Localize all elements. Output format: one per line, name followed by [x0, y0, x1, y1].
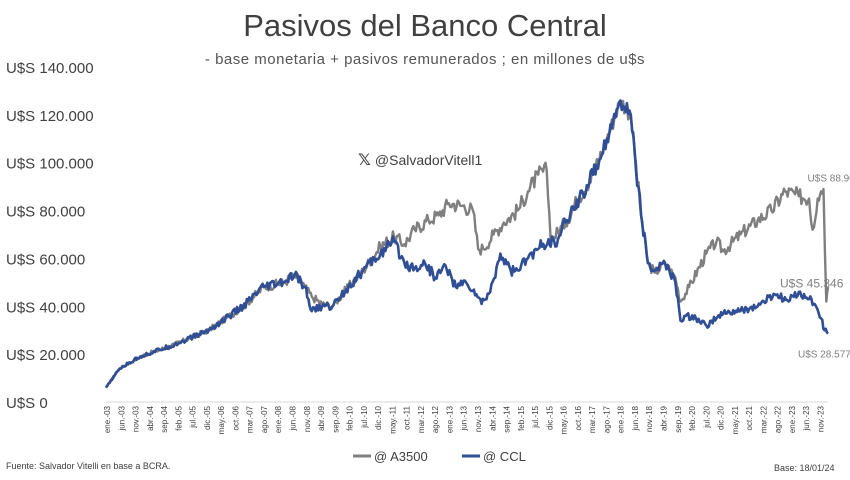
x-tick-label: ene.-13 — [445, 405, 454, 433]
series-line-a3500 — [104, 99, 830, 389]
x-tick-label: ago.-17 — [602, 405, 611, 433]
x-tick-label: sep.-19 — [674, 405, 683, 432]
series-line-ccl — [104, 99, 829, 389]
data-label: U$S 45.346 — [780, 276, 844, 290]
x-tick-label: jul.-05 — [189, 405, 198, 428]
x-tick-label: ene.-23 — [788, 405, 797, 433]
x-tick-label: abr.-14 — [488, 405, 497, 430]
y-tick-label: U$S 120.000 — [6, 108, 94, 125]
x-tick-label: feb.-20 — [688, 405, 697, 430]
x-tick-label: oct.-06 — [231, 405, 240, 430]
x-tick-label: nov.-23 — [816, 405, 825, 432]
x-tick-label: oct.-11 — [403, 405, 412, 429]
x-tick-label: feb.-15 — [517, 405, 526, 430]
y-tick-label: U$S 20.000 — [6, 347, 85, 364]
x-tick-label: jul.-15 — [531, 405, 540, 428]
x-tick-label: may.-16 — [560, 405, 569, 434]
x-tick-label: nov.-08 — [303, 405, 312, 432]
x-tick-label: dic.-05 — [203, 405, 212, 430]
chart-title: Pasivos del Banco Central — [243, 8, 607, 43]
x-tick-label: ene.-08 — [274, 405, 283, 433]
x-tick-label: may.-21 — [731, 405, 740, 434]
legend-label: @ CCL — [483, 449, 526, 464]
x-tick-label: nov.-18 — [645, 405, 654, 432]
x-tick-label: oct.-16 — [574, 405, 583, 430]
x-tick-label: oct.-21 — [745, 405, 754, 430]
x-tick-label: mar.-12 — [417, 405, 426, 433]
watermark: 𝕏 @SalvadorVitell1 — [358, 150, 482, 170]
x-tick-label: mar.-07 — [246, 405, 255, 433]
source-note: Fuente: Salvador Vitelli en base a BCRA. — [6, 461, 171, 471]
y-tick-label: U$S 40.000 — [6, 299, 85, 316]
x-tick-label: ago.-07 — [260, 405, 269, 433]
legend-label: @ A3500 — [374, 449, 428, 464]
x-tick-label: jun.-13 — [460, 405, 469, 431]
y-tick-label: U$S 100.000 — [6, 156, 94, 173]
x-tick-label: jul.-20 — [702, 405, 711, 428]
x-tick-label: ago.-22 — [774, 405, 783, 433]
data-label: U$S 28.577 — [798, 350, 850, 361]
x-tick-label: feb.-05 — [174, 405, 183, 430]
data-label: U$S 88.902 — [808, 173, 850, 184]
x-tick-label: jun.-18 — [631, 405, 640, 431]
x-tick-label: dic.-10 — [374, 405, 383, 430]
x-tick-label: ene.-18 — [617, 405, 626, 433]
x-tick-label: abr.-19 — [659, 405, 668, 430]
x-tick-label: mar.-22 — [759, 405, 768, 433]
x-tick-label: sep.-04 — [160, 405, 169, 432]
x-tick-label: abr.-04 — [146, 405, 155, 430]
base-date: Base: 18/01/24 — [774, 463, 835, 473]
x-tick-label: abr.-09 — [317, 405, 326, 430]
x-tick-label: dic.-15 — [545, 405, 554, 430]
watermark-handle: @SalvadorVitell1 — [374, 152, 483, 168]
x-tick-label: may.-06 — [217, 405, 226, 434]
x-tick-label: ene.-03 — [103, 405, 112, 433]
x-tick-label: nov.-13 — [474, 405, 483, 432]
x-tick-label: sep.-14 — [503, 405, 512, 432]
x-tick-label: ago.-12 — [431, 405, 440, 433]
x-tick-label: dic.-20 — [717, 405, 726, 430]
y-tick-label: U$S 80.000 — [6, 204, 85, 221]
x-tick-label: jul.-10 — [360, 405, 369, 428]
x-tick-label: nov.-03 — [132, 405, 141, 432]
x-tick-label: sep.-09 — [331, 405, 340, 432]
x-tick-label: jun.-03 — [117, 405, 126, 431]
x-tick-label: may.-11 — [388, 405, 397, 433]
x-tick-label: jun.-23 — [802, 405, 811, 431]
x-tick-label: jun.-08 — [288, 405, 297, 431]
x-tick-label: mar.-17 — [588, 405, 597, 433]
y-tick-label: U$S 60.000 — [6, 251, 85, 268]
y-tick-label: U$S 0 — [6, 395, 48, 412]
x-logo-icon: 𝕏 — [358, 152, 371, 169]
x-tick-label: feb.-10 — [346, 405, 355, 430]
chart-subtitle: - base monetaria + pasivos remunerados ;… — [204, 51, 646, 68]
y-tick-label: U$S 140.000 — [6, 60, 94, 77]
